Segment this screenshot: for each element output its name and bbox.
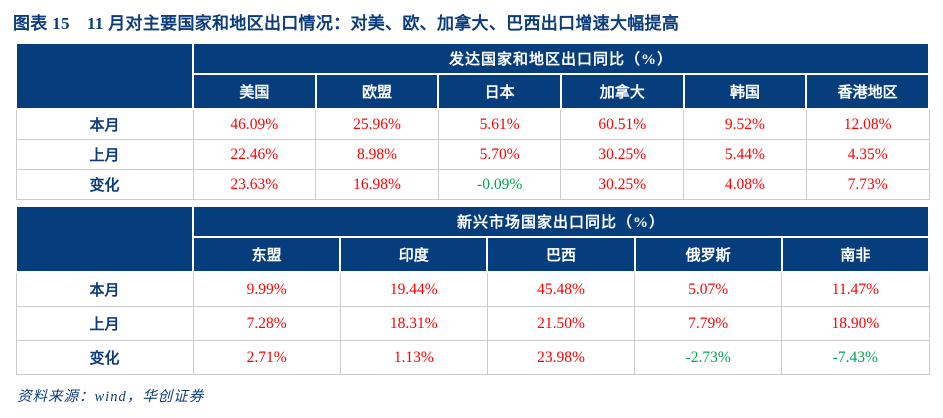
table-cell: 8.98% [315,139,439,170]
table-cell: 30.25% [560,169,685,200]
column-header-brazil: 巴西 [486,236,636,273]
table-cell: 19.44% [339,271,488,307]
section-title: 新兴市场国家出口同比（%） [192,205,930,238]
table-cell: 46.09% [192,108,317,140]
column-header-korea: 韩国 [682,73,808,110]
emerging-markets-table: 新兴市场国家出口同比（%） 东盟 印度 巴西 俄罗斯 南非 本月 9.99% 1… [15,205,931,375]
table-cell: 4.35% [805,139,930,170]
table-cell: 1.13% [339,340,488,375]
table-cell: 5.44% [683,139,807,170]
table-cell: 12.08% [805,108,930,140]
table-cell: 22.46% [192,139,317,170]
table-row-last-month: 上月 7.28% 18.31% 21.50% 7.79% 18.90% [15,306,930,341]
table-cell: 25.96% [315,108,439,140]
table-cell: 5.07% [634,271,783,307]
table-cell: 16.98% [315,169,439,200]
table-cell: -2.73% [634,340,783,375]
row-label: 上月 [15,306,194,341]
table-row-current-month: 本月 46.09% 25.96% 5.61% 60.51% 9.52% 12.0… [15,108,930,140]
table-cell: 21.50% [486,306,636,341]
table-cell: 2.71% [192,340,341,375]
section-header-row: 发达国家和地区出口同比（%） [15,42,930,110]
table-cell: 45.48% [486,271,636,307]
table-cell: 18.31% [339,306,488,341]
figure-title: 图表 15 11 月对主要国家和地区出口情况：对美、欧、加拿大、巴西出口增速大幅… [13,14,680,33]
table-cell: 23.98% [486,340,636,375]
table-cell: -0.09% [437,169,562,200]
table-cell: -7.43% [781,340,930,375]
column-header-japan: 日本 [437,73,562,110]
column-header-russia: 俄罗斯 [633,236,783,273]
row-label: 本月 [15,108,194,140]
table-cell: 5.70% [437,139,562,170]
table-cell: 23.63% [192,169,317,200]
table-row-change: 变化 2.71% 1.13% 23.98% -2.73% -7.43% [15,340,930,375]
row-label: 本月 [15,271,194,307]
table-cell: 9.52% [683,108,807,140]
table-cell: 60.51% [560,108,685,140]
column-header-row: 美国 欧盟 日本 加拿大 韩国 香港地区 [16,73,930,110]
table-cell: 7.73% [805,169,930,200]
table-cell: 30.25% [560,139,685,170]
corner-cell [15,42,194,110]
column-header-usa: 美国 [192,73,317,110]
table-cell: 7.28% [192,306,341,341]
table-cell: 9.99% [192,271,341,307]
table-cell: 18.90% [781,306,930,341]
section-header-row: 新兴市场国家出口同比（%） [15,205,930,273]
corner-cell [15,205,194,273]
column-header-eu: 欧盟 [314,73,440,110]
column-header-asean: 东盟 [191,236,342,273]
table-row-current-month: 本月 9.99% 19.44% 45.48% 5.07% 11.47% [15,271,930,307]
row-label: 上月 [15,139,194,170]
table-cell: 7.79% [634,306,783,341]
table-cell: 4.08% [683,169,807,200]
table-cell: 5.61% [437,108,562,140]
row-label: 变化 [15,169,194,200]
column-header-india: 印度 [339,236,489,273]
developed-countries-table: 发达国家和地区出口同比（%） 美国 欧盟 日本 加拿大 韩国 香港地区 本月 4… [15,42,930,200]
table-row-change: 变化 23.63% 16.98% -0.09% 30.25% 4.08% 7.7… [15,169,930,200]
table-row-last-month: 上月 22.46% 8.98% 5.70% 30.25% 5.44% 4.35% [15,139,930,170]
table-cell: 11.47% [781,271,930,307]
section-title: 发达国家和地区出口同比（%） [192,42,930,75]
column-header-canada: 加拿大 [559,73,685,110]
column-header-southafrica: 南非 [780,236,931,273]
column-header-row: 东盟 印度 巴西 俄罗斯 南非 [16,236,931,273]
data-source-note: 资料来源：wind，华创证券 [17,389,205,405]
row-label: 变化 [15,340,194,375]
column-header-hongkong: 香港地区 [805,73,930,110]
